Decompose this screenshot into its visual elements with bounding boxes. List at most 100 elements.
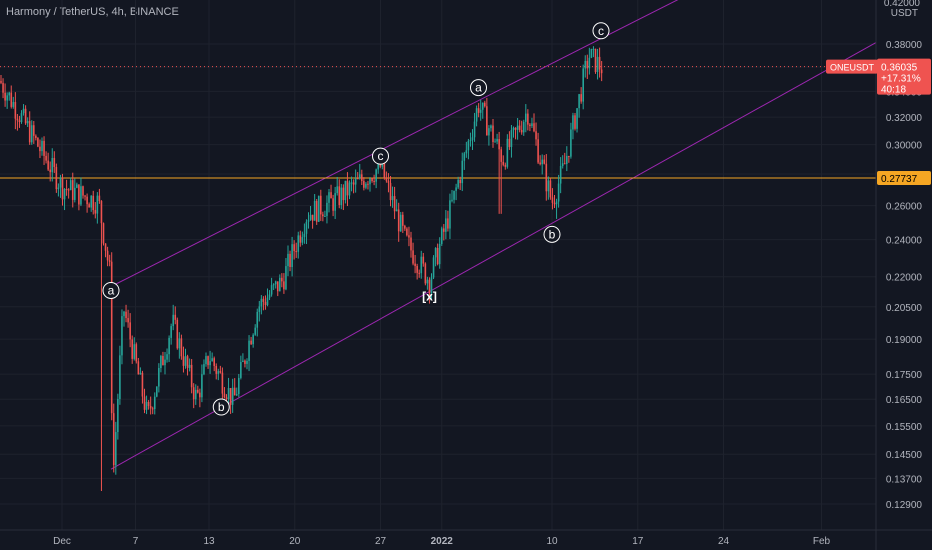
candle-body (443, 228, 445, 232)
candle-body (484, 102, 486, 107)
candle-body (201, 374, 203, 398)
candle-body (514, 127, 517, 130)
candle-body (174, 314, 177, 320)
candle-body (584, 60, 587, 69)
candle-body (375, 169, 377, 182)
candle-body (197, 389, 199, 393)
candle-body (535, 131, 537, 140)
candle-body (395, 209, 398, 212)
candle-body (184, 356, 187, 366)
candle-body (262, 298, 265, 302)
candle-body (252, 334, 254, 345)
candle-body (49, 169, 51, 173)
price-tick-label: 0.15500 (886, 422, 923, 433)
level-value: 0.27737 (881, 174, 918, 185)
candle-body (422, 256, 425, 264)
candle-body (33, 125, 35, 136)
candle-body (371, 178, 373, 182)
candle-body (274, 281, 277, 285)
candle-body (0, 80, 2, 83)
candle-body (391, 196, 394, 201)
candle-body (580, 94, 582, 102)
candle-body (108, 260, 111, 262)
candle-body (145, 401, 148, 410)
candle-body (498, 139, 500, 150)
time-tick-label: 2022 (431, 536, 454, 547)
candle-body (516, 125, 519, 130)
candle-body (420, 256, 423, 274)
candle-body (465, 150, 468, 154)
candle-body (529, 124, 531, 126)
candle-body (35, 135, 37, 139)
candle-body (356, 178, 359, 180)
candle-body (26, 121, 29, 124)
candle-body (248, 340, 250, 361)
candle-body (596, 56, 599, 73)
candle-body (4, 92, 6, 101)
candle-body (533, 123, 535, 132)
candle-body (78, 184, 80, 205)
candle-body (338, 186, 341, 206)
candle-body (361, 174, 363, 181)
candle-body (328, 192, 330, 203)
candle-body (313, 200, 316, 221)
candle-body (231, 387, 234, 405)
candle-body (518, 125, 521, 130)
candle-body (51, 157, 54, 173)
candle-body (129, 322, 131, 340)
wave-label-circle[interactable] (470, 79, 487, 97)
candle-body (389, 182, 392, 201)
candle-body (326, 202, 328, 216)
candle-body (164, 359, 166, 366)
wave-label-circle[interactable] (543, 225, 561, 243)
candle-body (557, 183, 560, 202)
candle-body (172, 314, 174, 327)
candle-body (295, 251, 297, 253)
candle-body (412, 250, 414, 264)
candle-body (28, 121, 31, 143)
candle-body (486, 106, 488, 136)
channel-lower-line[interactable] (110, 42, 877, 470)
candle-body (330, 192, 332, 199)
candle-body (309, 214, 312, 220)
candle-body (385, 178, 388, 181)
candle-body (549, 180, 552, 198)
wave-label-circle[interactable] (102, 281, 120, 299)
wave-label-circle[interactable] (212, 398, 230, 416)
candle-body (492, 125, 494, 143)
time-tick-label: 20 (289, 536, 301, 547)
candle-body (574, 115, 576, 129)
wave-label-circle[interactable] (372, 147, 389, 165)
candle-body (600, 69, 603, 74)
wave-label-x[interactable]: [x] (422, 290, 437, 304)
candle-body (424, 263, 427, 284)
candle-body (194, 389, 197, 400)
candle-body (272, 284, 275, 286)
candle-body (131, 339, 133, 359)
candle-body (199, 392, 201, 398)
candle-body (98, 195, 101, 201)
candle-body (500, 149, 502, 162)
candle-body (258, 306, 261, 312)
candle-body (270, 285, 273, 295)
candle-body (369, 178, 371, 185)
candle-body (490, 125, 492, 129)
price-tick-label: 0.26000 (886, 202, 923, 213)
candle-body (229, 388, 232, 405)
channel-upper-line[interactable] (110, 0, 876, 287)
candle-body (324, 215, 326, 217)
candle-body (281, 277, 283, 282)
candle-body (119, 355, 121, 399)
candle-body (205, 356, 207, 365)
price-tick-label: 0.22000 (886, 273, 923, 284)
candle-body (287, 253, 289, 267)
candle-body (563, 163, 566, 165)
candle-body (397, 209, 400, 232)
candle-body (117, 398, 119, 433)
wave-label-circle[interactable] (592, 22, 610, 40)
candle-body (63, 188, 66, 200)
candle-body (496, 139, 498, 142)
candle-body (561, 163, 564, 167)
candle-body (447, 218, 449, 229)
